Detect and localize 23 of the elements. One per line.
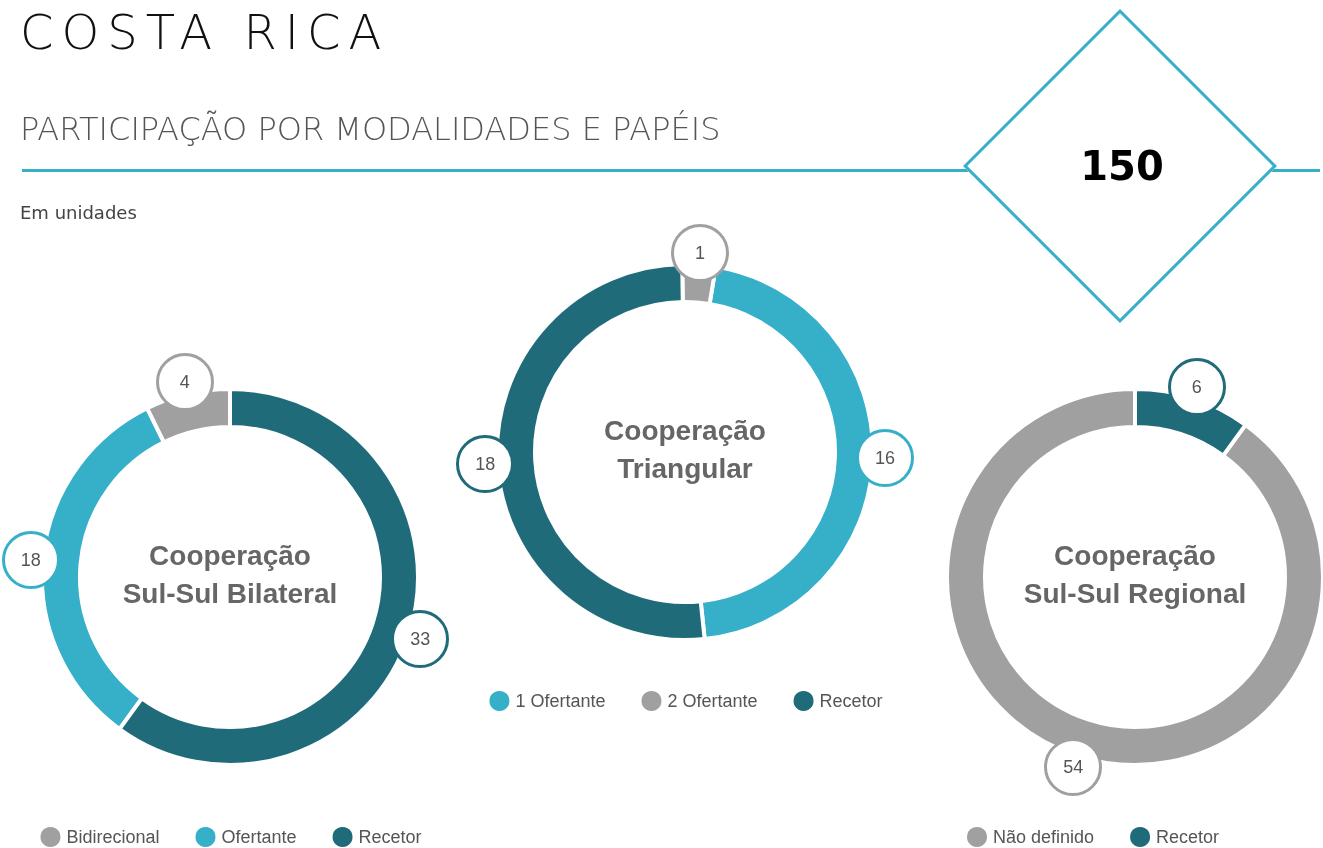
data-label: 1 (693, 241, 706, 264)
text: COSTA RICA (20, 4, 390, 60)
data-label: 16 (873, 446, 896, 469)
legend-label: Ofertante (221, 827, 297, 847)
text: Cooperação Sul-Sul Bilateral (122, 540, 338, 609)
data-label: 54 (1062, 756, 1085, 779)
data-label: 33 (409, 627, 432, 650)
legend-label: Recetor (358, 827, 422, 847)
data-label: 6 (1190, 375, 1203, 398)
text: Cooperação Sul-Sul Regional (1023, 540, 1247, 609)
text: Em unidades (20, 202, 137, 223)
text: 150 (1079, 143, 1165, 189)
legend-label: 1 Ofertante (515, 691, 606, 711)
data-label: 18 (474, 452, 497, 475)
legend-label: 2 Ofertante (667, 691, 758, 711)
legend-label: Bidirecional (66, 827, 160, 847)
legend-label: Não definido (993, 827, 1095, 847)
legend-label: Recetor (819, 691, 883, 711)
legend-label: Recetor (1156, 827, 1220, 847)
data-label: 18 (19, 548, 42, 571)
text: PARTICIPAÇÃO POR MODALIDADES E PAPÉIS (20, 110, 721, 148)
text: Cooperação Triangular (604, 415, 766, 484)
data-label: 4 (178, 371, 191, 394)
